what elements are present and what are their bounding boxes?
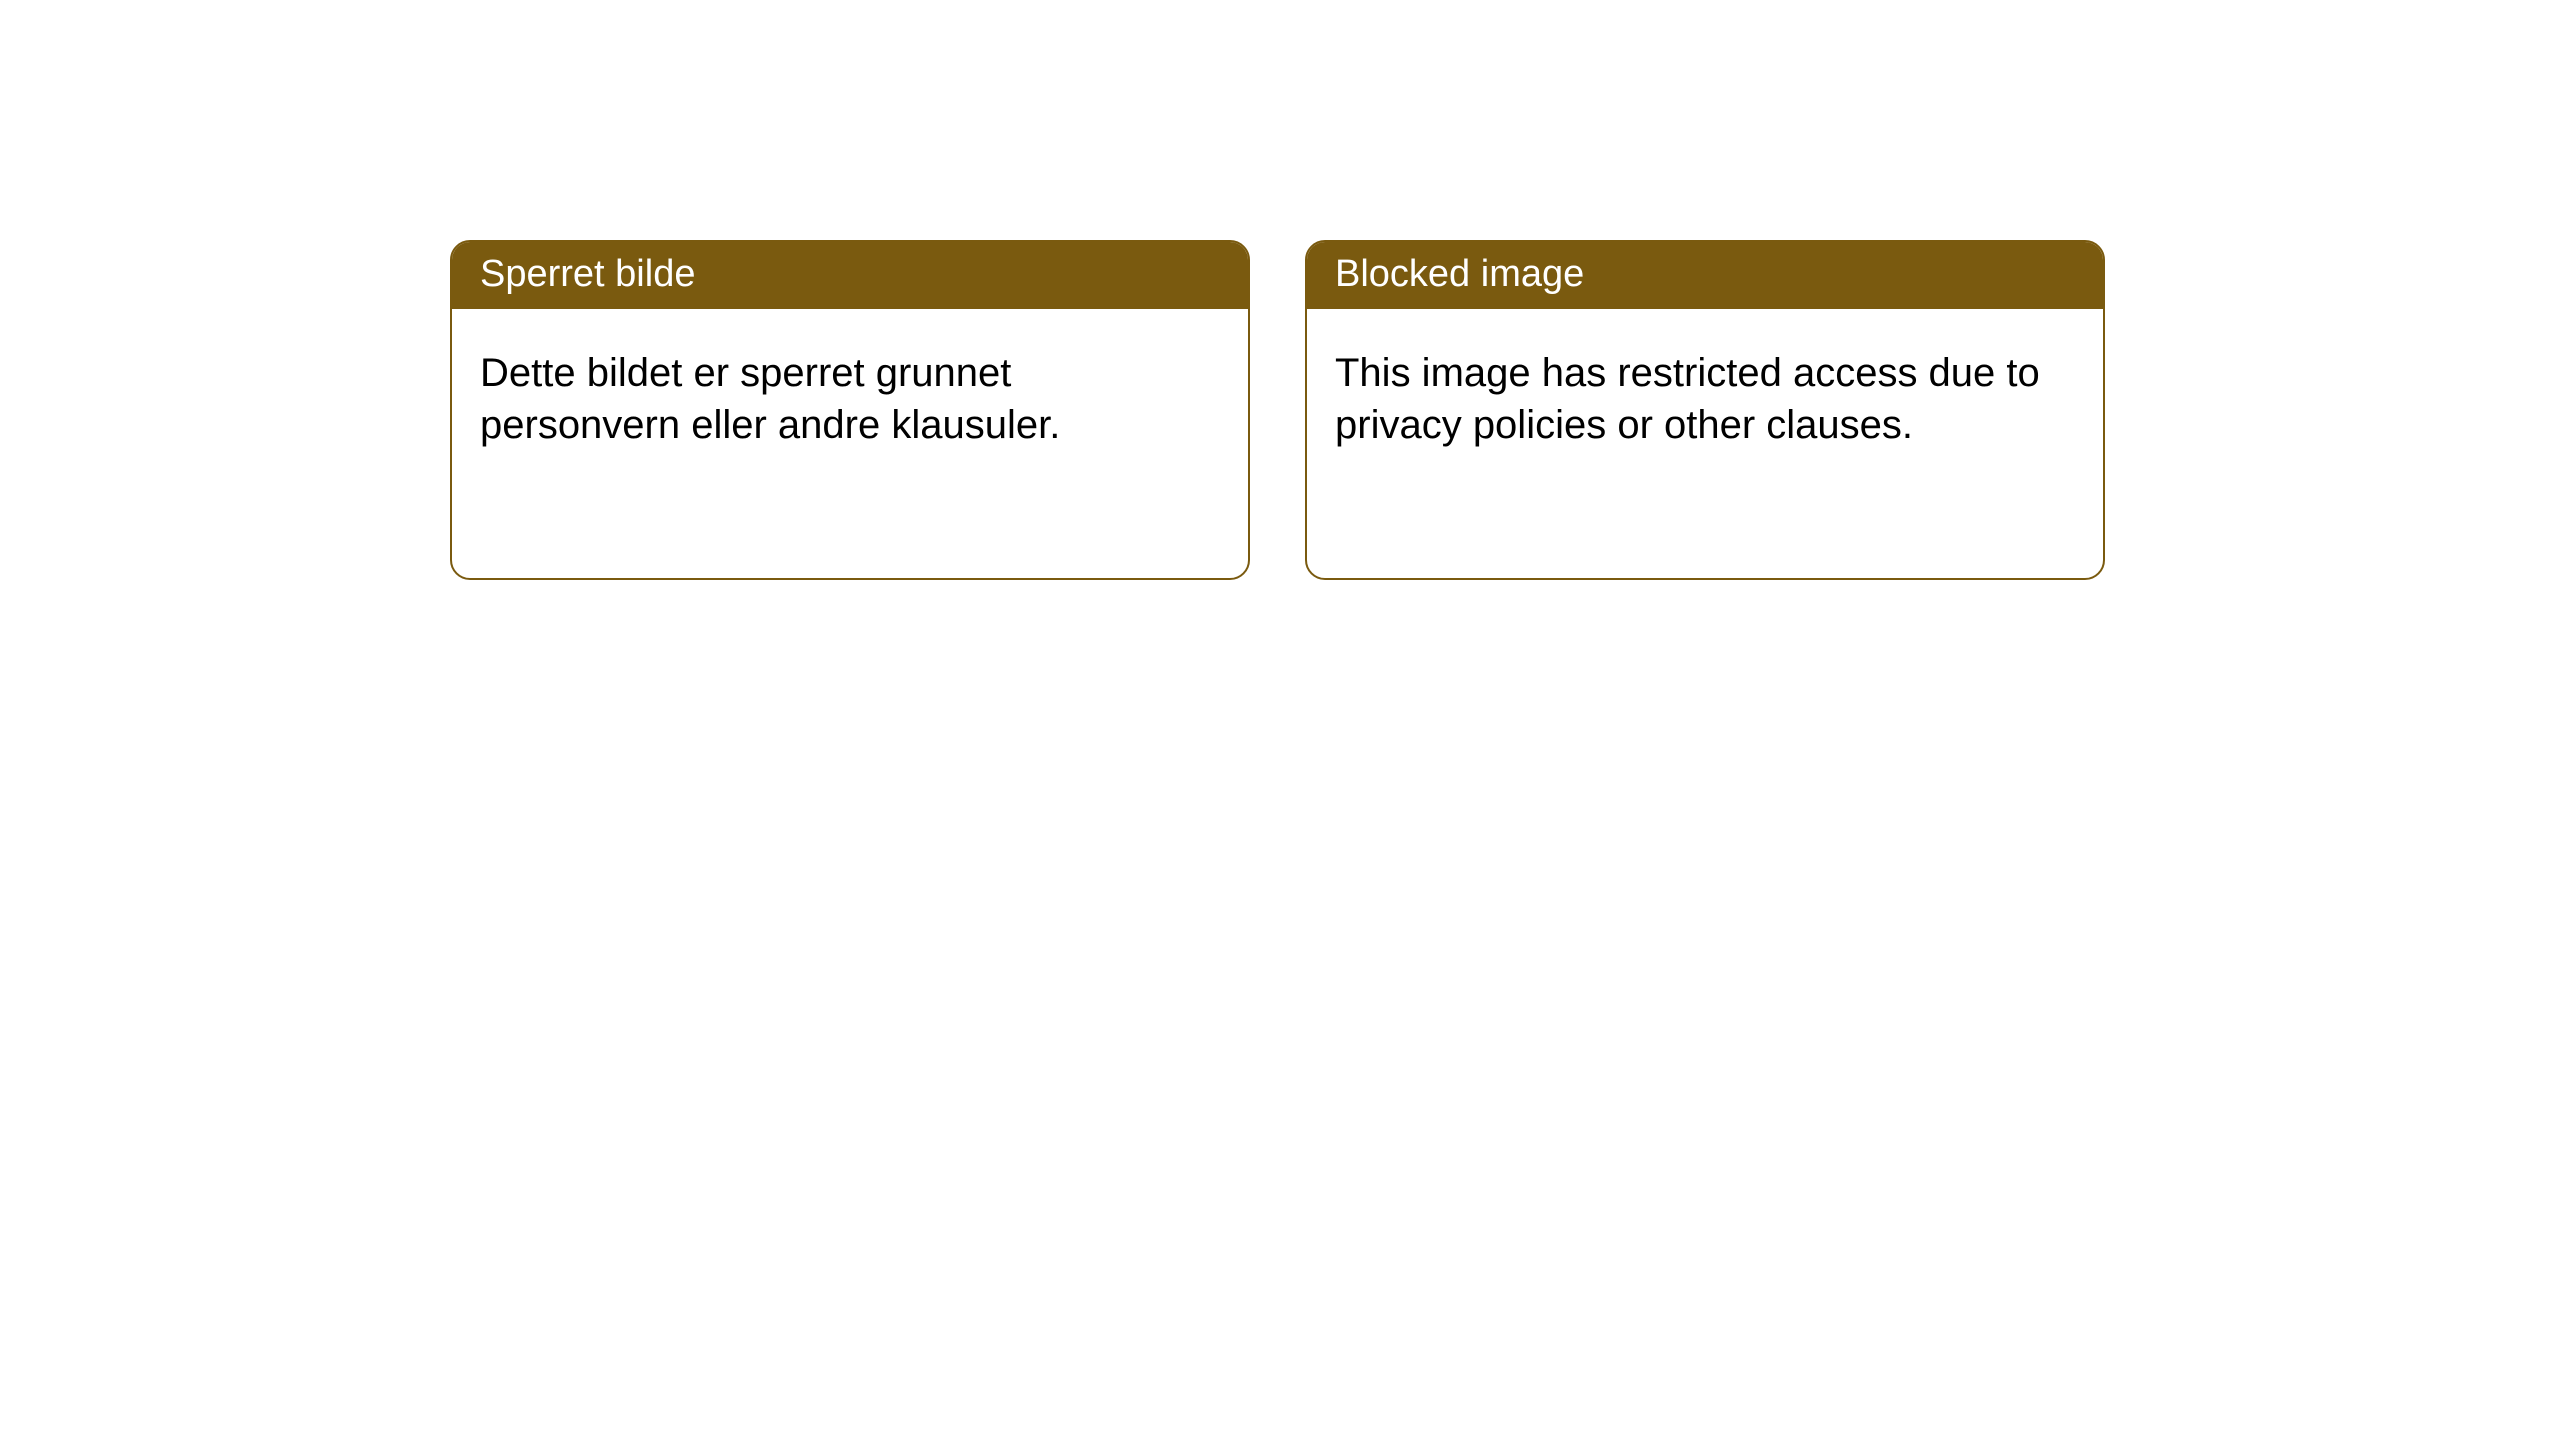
notice-container: Sperret bilde Dette bildet er sperret gr… [0,0,2560,580]
notice-card-norwegian: Sperret bilde Dette bildet er sperret gr… [450,240,1250,580]
notice-body: This image has restricted access due to … [1307,309,2103,479]
notice-header: Sperret bilde [452,242,1248,309]
notice-body: Dette bildet er sperret grunnet personve… [452,309,1248,479]
notice-card-english: Blocked image This image has restricted … [1305,240,2105,580]
notice-header: Blocked image [1307,242,2103,309]
